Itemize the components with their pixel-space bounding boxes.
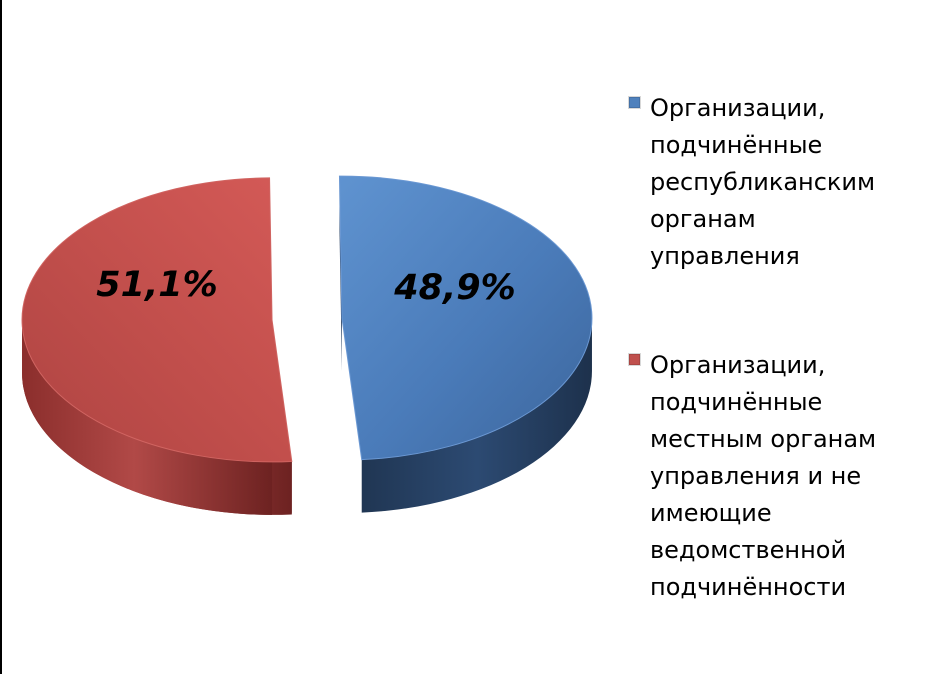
pie-slice-red bbox=[21, 177, 293, 463]
legend-marker-red bbox=[628, 353, 641, 366]
data-label-51-1: 51,1% bbox=[96, 265, 217, 305]
pie-slice-blue-side bbox=[361, 318, 592, 513]
legend-entry-local: Организации, подчинённые местным органам… bbox=[628, 347, 913, 606]
legend-label-local: Организации, подчинённые местным органам… bbox=[650, 351, 877, 601]
pie-slice-blue bbox=[338, 175, 593, 461]
pie-slice-red-side-back bbox=[22, 319, 273, 515]
legend-label-republican: Организации, подчинённые республиканским… bbox=[650, 94, 876, 270]
data-label-48-9: 48,9% bbox=[393, 268, 515, 308]
legend-entry-republican: Организации, подчинённые республиканским… bbox=[628, 90, 913, 275]
legend-marker-blue bbox=[628, 96, 641, 109]
